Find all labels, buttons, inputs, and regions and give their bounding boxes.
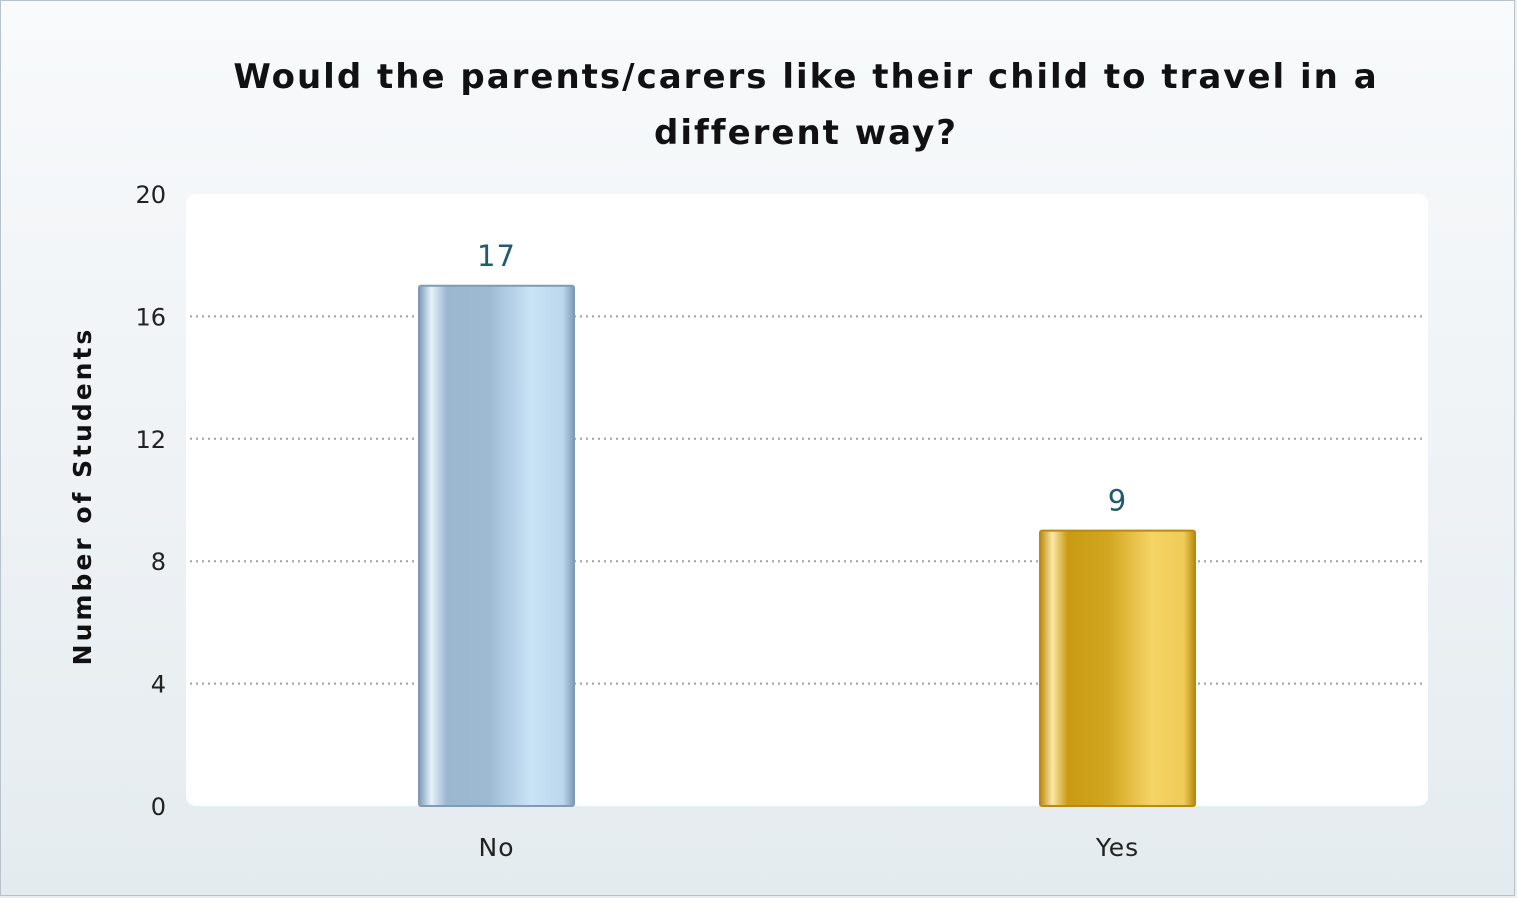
y-tick-label: 0 [151, 793, 166, 821]
chart-title: Would the parents/carers like their chil… [233, 57, 1379, 153]
y-tick-label: 16 [135, 303, 166, 331]
bar-no [418, 284, 575, 807]
plot-area [186, 194, 1428, 806]
y-tick-label: 20 [135, 181, 166, 209]
x-tick-label: Yes [1095, 833, 1139, 862]
data-label: 17 [477, 239, 516, 273]
bar-yes [1039, 529, 1196, 807]
y-axis-label: Number of Students [68, 327, 97, 666]
data-label: 9 [1108, 484, 1127, 518]
y-tick-label: 4 [151, 671, 166, 699]
y-tick-label: 8 [151, 548, 166, 576]
y-tick-label: 12 [135, 426, 166, 454]
x-tick-label: No [479, 833, 515, 862]
